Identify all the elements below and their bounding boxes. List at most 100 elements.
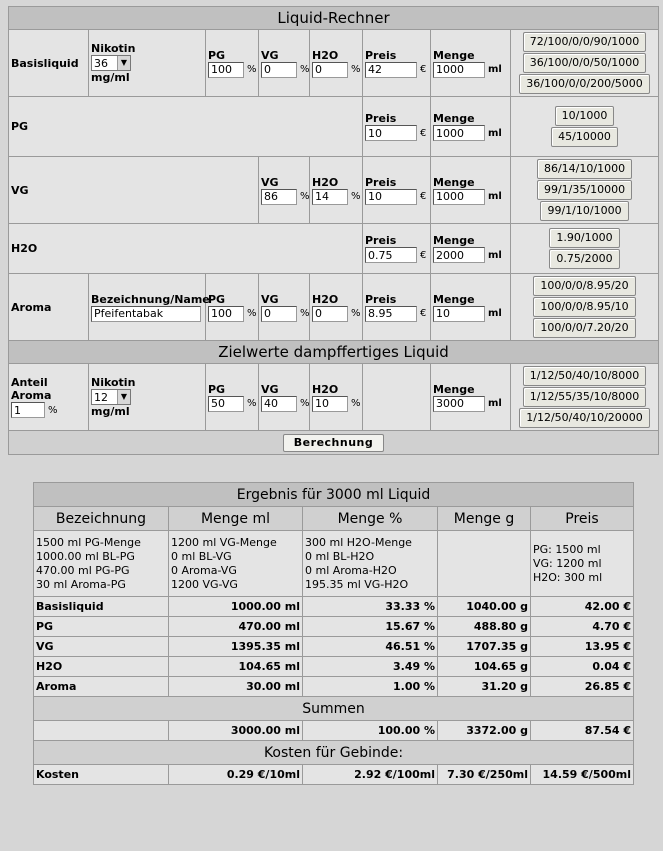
aroma-pg-input[interactable]	[208, 305, 244, 322]
vg-h2o-input[interactable]	[312, 188, 348, 205]
column-header: Bezeichnung	[33, 506, 169, 531]
percent-unit: %	[247, 308, 257, 319]
percent-unit: %	[300, 191, 310, 202]
target-vg-input[interactable]	[261, 395, 297, 412]
sum-g: 3372.00 g	[437, 720, 531, 741]
base-menge-input[interactable]	[433, 61, 485, 78]
percent-unit: %	[247, 398, 257, 409]
target-anteil-label: Anteil Aroma	[11, 376, 52, 402]
base-preset-button[interactable]: 72/100/0/0/90/1000	[522, 32, 647, 52]
aroma-preset-button[interactable]: 100/0/0/8.95/10	[533, 297, 636, 317]
base-preset-button[interactable]: 36/100/0/0/200/5000	[519, 74, 650, 94]
h2o-preset-button[interactable]: 0.75/2000	[549, 249, 620, 269]
base-preis-label: Preis	[365, 48, 397, 62]
percent-unit: %	[351, 191, 361, 202]
pg-menge-input[interactable]	[433, 125, 485, 141]
detail-line: 470.00 ml PG-PG	[36, 563, 130, 577]
base-nikotin-select[interactable]: 36 ▼	[91, 55, 131, 71]
row-g: 488.80 g	[437, 616, 531, 637]
aroma-preis-input[interactable]	[365, 305, 417, 322]
pg-preis-label: Preis	[365, 112, 397, 125]
row-name: PG	[33, 616, 169, 637]
target-h2o-input[interactable]	[312, 395, 348, 412]
target-pg-input[interactable]	[208, 395, 244, 412]
target-anteil-input[interactable]	[11, 402, 45, 418]
row-name: VG	[33, 636, 169, 657]
base-preset-button[interactable]: 36/100/0/0/50/1000	[522, 53, 647, 73]
h2o-row: H2O Preis € Menge ml 1.90/1000 0.75/2000	[8, 223, 660, 274]
row-price: 0.04 €	[529, 656, 635, 677]
h2o-preset-button[interactable]: 1.90/1000	[549, 228, 620, 248]
row-g: 31.20 g	[437, 676, 531, 697]
detail-line: 1200 ml VG-Menge	[171, 535, 277, 549]
vg-h2o-label: H2O	[312, 175, 339, 189]
detail-line: 1000.00 ml BL-PG	[36, 549, 135, 563]
pg-preset-button[interactable]: 45/10000	[551, 127, 618, 147]
chevron-down-icon: ▼	[117, 390, 130, 404]
row-name: H2O	[33, 656, 169, 677]
row-g: 104.65 g	[437, 656, 531, 677]
target-pg-label: PG	[208, 382, 226, 396]
row-price: 13.95 €	[529, 636, 635, 657]
ml-unit: ml	[488, 127, 502, 139]
percent-unit: %	[351, 308, 361, 319]
target-preset-button[interactable]: 1/12/50/40/10/20000	[519, 408, 650, 428]
chevron-down-icon: ▼	[117, 56, 130, 70]
percent-unit: %	[300, 308, 310, 319]
h2o-menge-label: Menge	[433, 234, 475, 247]
percent-unit: %	[300, 64, 310, 75]
table-row: VG 1395.35 ml 46.51 % 1707.35 g 13.95 €	[33, 636, 635, 657]
sum-ml: 3000.00 ml	[168, 720, 303, 741]
h2o-menge-input[interactable]	[433, 247, 485, 263]
aroma-row: Aroma Bezeichnung/Name PG % VG % H2O % P…	[8, 273, 660, 341]
detail-line: 0 ml BL-H2O	[305, 549, 375, 563]
ml-unit: ml	[488, 249, 502, 261]
row-price: 42.00 €	[529, 596, 635, 617]
base-preis-input[interactable]	[365, 61, 417, 78]
euro-unit: €	[420, 191, 427, 202]
target-nikotin-select[interactable]: 12 ▼	[91, 389, 131, 405]
base-vg-input[interactable]	[261, 61, 297, 78]
cost-100ml: 2.92 €/100ml	[302, 764, 438, 785]
pg-preis-input[interactable]	[365, 125, 417, 141]
row-pct: 3.49 %	[302, 656, 438, 677]
costs-row: Kosten 0.29 €/10ml 2.92 €/100ml 7.30 €/2…	[33, 764, 635, 785]
vg-detail-cell: 1200 ml VG-Menge 0 ml BL-VG 0 Aroma-VG 1…	[168, 530, 303, 597]
h2o-row-label: H2O	[8, 223, 363, 274]
vg-preset-button[interactable]: 99/1/35/10000	[536, 180, 633, 200]
calculate-button[interactable]: Berechnung	[282, 433, 385, 452]
vg-preset-button[interactable]: 99/1/10/1000	[540, 201, 629, 221]
vg-preis-input[interactable]	[365, 188, 417, 205]
percent-unit: %	[351, 398, 361, 409]
ml-unit: ml	[488, 308, 502, 319]
base-pg-input[interactable]	[208, 61, 244, 78]
aroma-menge-input[interactable]	[433, 305, 485, 322]
aroma-preset-button[interactable]: 100/0/0/8.95/20	[533, 276, 636, 296]
h2o-preis-input[interactable]	[365, 247, 417, 263]
vg-preset-button[interactable]: 86/14/10/1000	[536, 159, 633, 179]
vg-vg-input[interactable]	[261, 188, 297, 205]
base-h2o-input[interactable]	[312, 61, 348, 78]
empty-detail-cell	[437, 530, 531, 597]
aroma-preset-button[interactable]: 100/0/0/7.20/20	[533, 318, 636, 338]
detail-line: 0 Aroma-VG	[171, 563, 237, 577]
table-row: PG 470.00 ml 15.67 % 488.80 g 4.70 €	[33, 616, 635, 637]
row-price: 26.85 €	[529, 676, 635, 697]
pg-row: PG Preis € Menge ml 10/1000 45/10000	[8, 96, 660, 157]
pg-preset-button[interactable]: 10/1000	[554, 106, 615, 126]
table-row: Basisliquid 1000.00 ml 33.33 % 1040.00 g…	[33, 596, 635, 617]
target-preset-button[interactable]: 1/12/50/40/10/8000	[522, 366, 647, 386]
aroma-h2o-input[interactable]	[312, 305, 348, 322]
vg-menge-input[interactable]	[433, 188, 485, 205]
aroma-vg-label: VG	[261, 292, 279, 306]
detail-line: 300 ml H2O-Menge	[305, 535, 412, 549]
base-nikotin-unit: mg/ml	[91, 71, 130, 84]
aroma-pg-label: PG	[208, 292, 226, 306]
target-preset-button[interactable]: 1/12/55/35/10/8000	[522, 387, 647, 407]
row-pct: 15.67 %	[302, 616, 438, 637]
aroma-name-input[interactable]	[91, 305, 201, 322]
target-nikotin-label: Nikotin	[91, 376, 136, 389]
aroma-row-label: Aroma	[8, 273, 89, 341]
target-menge-input[interactable]	[433, 395, 485, 412]
aroma-vg-input[interactable]	[261, 305, 297, 322]
